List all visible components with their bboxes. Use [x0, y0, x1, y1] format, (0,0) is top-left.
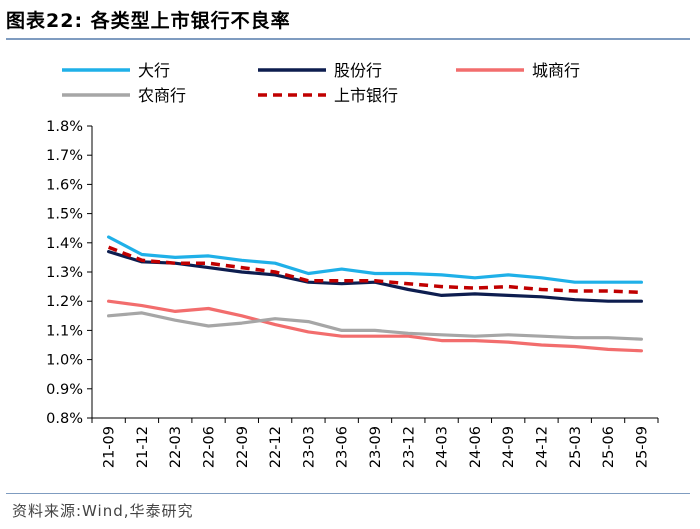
x-tick-label: 22-03 [168, 426, 184, 468]
footer-divider [6, 493, 690, 494]
x-tick-label: 25-06 [601, 426, 617, 468]
y-tick-label: 1.7% [46, 148, 83, 164]
legend-label-1: 股份行 [334, 61, 382, 80]
series-line-2 [106, 299, 644, 353]
x-tick-label: 21-12 [135, 426, 151, 468]
x-tick-label: 23-03 [301, 426, 317, 468]
x-tick-label: 22-12 [268, 426, 284, 468]
y-tick-label: 0.8% [46, 411, 83, 427]
y-tick-label: 1.1% [46, 323, 83, 339]
legend-label-4: 上市银行 [334, 86, 398, 105]
x-tick-label: 22-06 [202, 426, 218, 468]
series-lines [106, 235, 644, 353]
legend-label-2: 城商行 [532, 61, 580, 80]
y-tick-label: 1.8% [46, 119, 83, 135]
series-line-0 [106, 235, 644, 284]
source-note: 资料来源:Wind,华泰研究 [12, 502, 194, 520]
x-tick-label: 25-03 [568, 426, 584, 468]
y-tick-label: 1.6% [46, 177, 83, 193]
x-tick-label: 23-12 [401, 426, 417, 468]
y-tick-label: 1.0% [46, 353, 83, 369]
chart-title: 图表22: 各类型上市银行不良率 [6, 10, 291, 32]
series-line-3 [106, 311, 644, 341]
axes: 0.8% 0.9% 1.0% 1.1% 1.2% 1.3% 1.4% 1.5% 1.6% 1.7%… [46, 119, 659, 468]
x-tick-label: 23-09 [368, 426, 384, 468]
x-tick-label: 21-09 [102, 426, 118, 468]
x-tick-label: 24-12 [534, 426, 550, 468]
title-divider [6, 38, 690, 40]
y-tick-label: 1.5% [46, 207, 83, 223]
legend-label-3: 农商行 [138, 86, 186, 105]
x-tick-label: 23-06 [335, 426, 351, 468]
x-tick-label: 24-03 [435, 426, 451, 468]
y-tick-label: 1.2% [46, 294, 83, 310]
x-tick-label: 22-09 [235, 426, 251, 468]
series-line-4 [107, 245, 642, 295]
x-tick-label: 25-09 [634, 426, 650, 468]
x-tick-label: 24-09 [501, 426, 517, 468]
x-tick-label: 24-06 [468, 426, 484, 468]
y-tick-label: 1.3% [46, 265, 83, 281]
y-tick-label: 0.9% [46, 382, 83, 398]
series-line-1 [106, 250, 644, 303]
y-tick-label: 1.4% [46, 236, 83, 252]
legend-label-0: 大行 [138, 61, 170, 80]
